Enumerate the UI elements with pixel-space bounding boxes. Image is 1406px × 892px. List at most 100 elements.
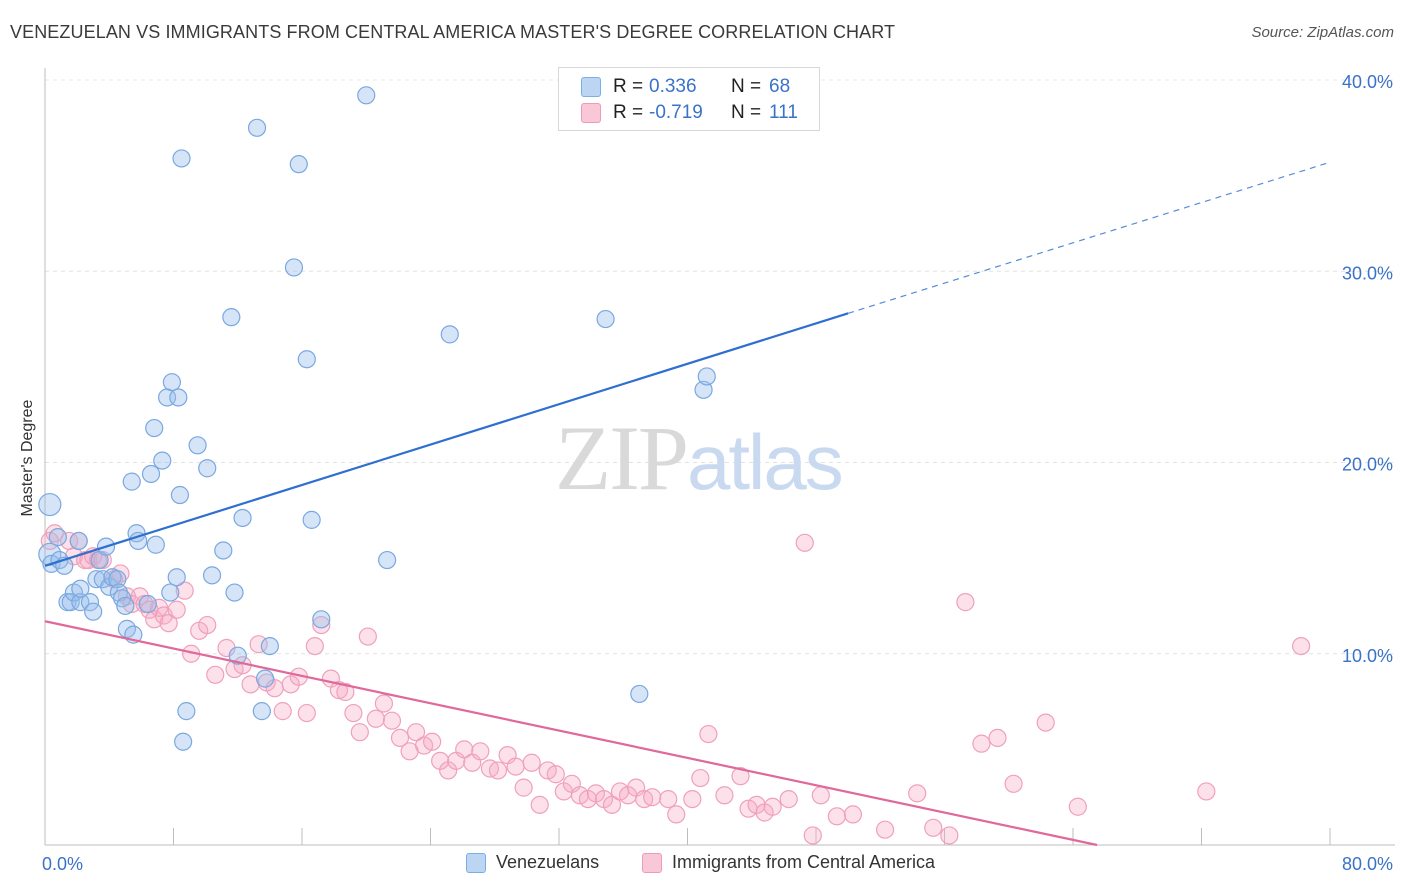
central-america-point [908, 784, 927, 803]
legend-swatch-pink [581, 103, 601, 123]
venezuelan-point [48, 527, 67, 547]
x-tick-label: 0.0% [42, 854, 83, 874]
central-america-point [779, 789, 798, 809]
central-america-point [699, 724, 718, 744]
watermark: ZIPatlas [555, 405, 844, 511]
central-america-point [643, 788, 662, 807]
venezuelan-point [252, 702, 271, 721]
legend-item-label: Immigrants from Central America [672, 852, 936, 872]
legend-n-value: 68 [769, 76, 791, 97]
central-america-point [488, 761, 508, 780]
y-tick-label: 30.0% [1342, 263, 1393, 283]
central-america-point [924, 818, 943, 837]
correlation-legend: R = 0.336 N = 68 R = -0.719 N = 111 [558, 67, 820, 131]
venezuelan-point [198, 459, 217, 478]
venezuelan-points [38, 86, 716, 751]
venezuelan-trend-line [44, 312, 849, 567]
central-america-point [305, 636, 324, 656]
central-america-point [956, 593, 975, 612]
venezuelan-point [174, 732, 193, 751]
venezuelan-point [255, 669, 275, 688]
venezuelan-point [38, 492, 62, 517]
y-tick-label: 40.0% [1342, 72, 1393, 92]
axes [44, 68, 1395, 846]
y-tick-label: 20.0% [1342, 455, 1393, 475]
venezuelan-point [153, 451, 172, 470]
venezuelan-point [357, 86, 376, 105]
venezuelan-point [122, 472, 141, 491]
central-america-point [374, 694, 394, 713]
central-america-point [423, 732, 442, 751]
venezuelan-point [233, 508, 252, 528]
central-america-point [731, 767, 750, 786]
central-america-point [667, 805, 686, 824]
venezuelan-point [284, 258, 304, 277]
legend-n-label: N = [731, 102, 762, 123]
venezuelan-point [167, 568, 186, 587]
legend-r-value: -0.719 [649, 102, 703, 123]
central-america-point [875, 820, 895, 839]
venezuelan-point [694, 380, 713, 399]
chart-title: VENEZUELAN VS IMMIGRANTS FROM CENTRAL AM… [10, 22, 896, 42]
venezuelan-point [312, 610, 331, 629]
legend-swatch-pink [642, 852, 662, 873]
central-america-point [198, 615, 217, 635]
central-america-point [329, 680, 349, 700]
central-america-point [1197, 782, 1216, 801]
central-america-point [763, 797, 782, 816]
central-america-point [273, 702, 292, 721]
central-america-point [843, 805, 863, 824]
central-america-point [358, 627, 377, 646]
central-america-point [167, 600, 186, 619]
legend-swatch-blue [466, 852, 486, 873]
y-tick-label: 10.0% [1342, 646, 1393, 666]
trend-lines [44, 161, 1331, 847]
central-america-point [1036, 713, 1055, 732]
venezuelan-point [630, 684, 649, 704]
central-america-point [344, 703, 363, 723]
venezuelan-point [161, 583, 180, 602]
venezuelan-point [71, 579, 90, 598]
venezuelan-point [116, 596, 135, 616]
legend-item-central-america[interactable]: Immigrants from Central America [642, 852, 935, 873]
central-america-point [366, 709, 385, 728]
central-america-point [972, 734, 991, 753]
central-america-point [522, 753, 541, 772]
legend-r-value: 0.336 [649, 76, 697, 97]
central-america-point [382, 711, 402, 730]
y-axis-label: Master's Degree [19, 399, 36, 517]
central-america-point [350, 723, 369, 742]
venezuelan-point [260, 636, 279, 656]
central-america-point [988, 728, 1007, 748]
central-america-point [159, 614, 178, 633]
venezuelan-trend-extension [847, 161, 1331, 314]
venezuelan-point [297, 350, 316, 369]
central-america-point [1004, 774, 1023, 793]
legend-item-venezuelans[interactable]: Venezuelans [466, 852, 599, 873]
legend-n-value: 111 [769, 102, 798, 123]
source-credit: Source: ZipAtlas.com [1251, 24, 1394, 41]
central-america-point [206, 665, 225, 684]
central-america-trend-line [44, 620, 1098, 847]
venezuelan-point [188, 436, 207, 455]
central-america-point [455, 740, 474, 759]
venezuelan-point [172, 149, 191, 168]
central-america-point [530, 795, 549, 814]
legend-row-central-america: R = -0.719 N = 111 [581, 100, 798, 126]
venezuelan-point [69, 531, 88, 551]
venezuelan-point [596, 309, 615, 329]
central-america-point [249, 635, 268, 654]
venezuelan-point [222, 308, 241, 327]
venezuelan-point [228, 646, 247, 665]
legend-n-label: N = [731, 76, 762, 97]
venezuelan-point [289, 155, 308, 174]
central-america-point [683, 789, 702, 809]
central-america-point [175, 581, 194, 600]
watermark-zip: ZIP [555, 407, 689, 509]
central-america-point [471, 742, 490, 761]
central-america-point [659, 789, 678, 809]
venezuelan-point [302, 510, 321, 529]
venezuelan-point [146, 535, 165, 554]
venezuelan-point [71, 593, 90, 612]
